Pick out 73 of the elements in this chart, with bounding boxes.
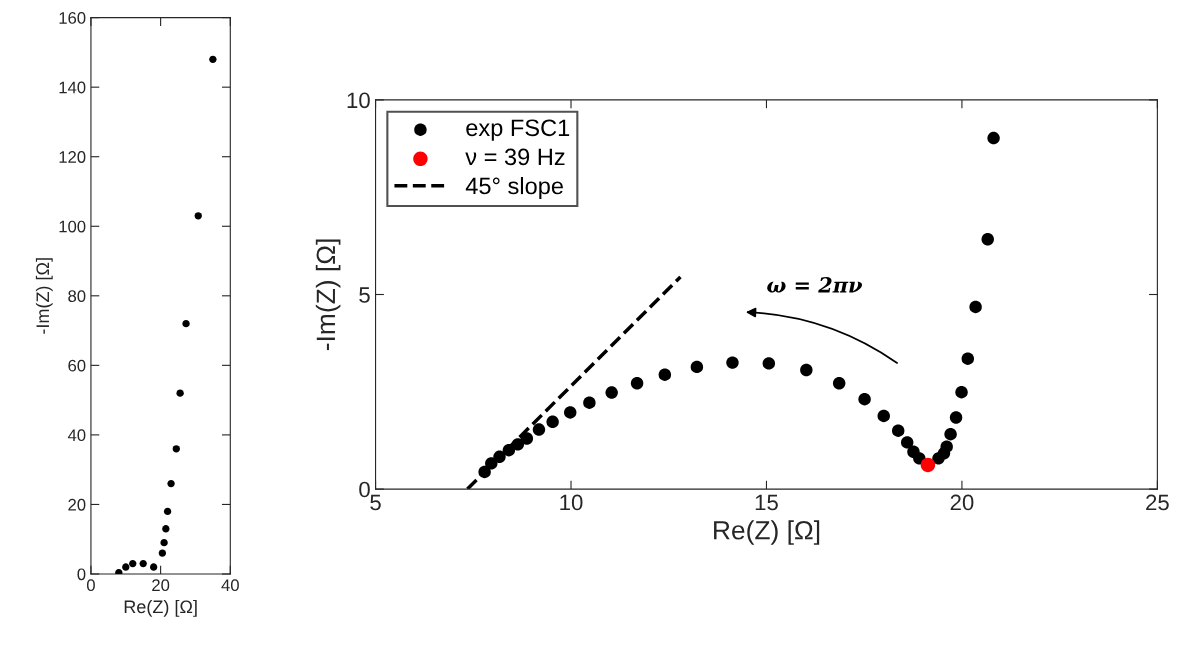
y-tick-label: 160 <box>59 12 86 24</box>
point <box>115 568 123 574</box>
point <box>176 389 184 397</box>
point <box>478 465 491 479</box>
point <box>583 396 596 409</box>
y-tick-label: 60 <box>68 359 86 372</box>
point <box>832 377 846 390</box>
point <box>520 432 534 445</box>
point <box>172 445 180 453</box>
point <box>158 549 167 557</box>
point <box>605 386 618 399</box>
point <box>955 385 968 399</box>
y-tick-label: 10 <box>347 92 370 109</box>
point <box>658 368 672 381</box>
point <box>149 563 158 571</box>
x-tick-label: 25 <box>1146 494 1169 511</box>
point <box>182 319 190 328</box>
x-tick-label: 0 <box>86 579 95 592</box>
point <box>920 457 936 473</box>
y-tick-label: 5 <box>359 287 370 303</box>
point <box>511 438 525 451</box>
point <box>493 450 506 464</box>
point <box>564 406 577 419</box>
point <box>630 377 644 390</box>
point <box>877 409 890 423</box>
y-tick-label: 80 <box>68 290 86 303</box>
x-axis-title: Re(Z) [Ω] <box>714 520 820 545</box>
y-tick-label: 120 <box>59 151 86 163</box>
point <box>162 525 170 533</box>
x-tick-label: 15 <box>755 494 778 511</box>
point <box>900 436 914 449</box>
x-tick-label: 40 <box>221 579 239 592</box>
point <box>163 507 172 516</box>
point <box>209 55 217 64</box>
point <box>981 233 994 246</box>
y-tick-label: 0 <box>77 568 86 581</box>
legend-label: 45° slope <box>465 176 563 199</box>
point <box>546 415 559 428</box>
point <box>987 131 1000 145</box>
point <box>726 356 739 369</box>
point <box>762 357 776 370</box>
y-tick-label: 100 <box>59 220 86 233</box>
legend-label: exp FSC1 <box>466 119 570 141</box>
annotation: ω = 2πν <box>767 277 863 293</box>
point <box>485 457 498 470</box>
x-tick-label: 20 <box>152 579 170 592</box>
point <box>858 392 871 406</box>
x-tick-label: 10 <box>560 494 583 511</box>
point <box>944 428 957 441</box>
y-tick-label: 140 <box>59 81 86 94</box>
point <box>194 212 202 220</box>
point <box>940 440 953 453</box>
y-axis-title: -Im(Z) [Ω] <box>35 258 53 334</box>
point <box>690 360 704 374</box>
point <box>160 539 168 547</box>
x-tick-label: 20 <box>950 494 974 511</box>
point <box>949 411 963 424</box>
point <box>969 300 982 314</box>
point <box>891 424 905 437</box>
point <box>167 479 175 488</box>
point <box>961 352 974 365</box>
y-tick-label: 0 <box>359 481 370 498</box>
legend-label: ν = 39 Hz <box>465 148 565 166</box>
point <box>129 559 137 568</box>
point <box>532 423 546 436</box>
point <box>139 559 147 568</box>
y-axis-title: -Im(Z) [Ω] <box>315 239 341 351</box>
point <box>122 563 130 571</box>
point <box>502 443 516 457</box>
y-tick-label: 40 <box>67 429 86 442</box>
x-tick-label: 5 <box>370 494 381 511</box>
x-axis-title: Re(Z) [Ω] <box>124 599 197 617</box>
point <box>800 363 813 377</box>
